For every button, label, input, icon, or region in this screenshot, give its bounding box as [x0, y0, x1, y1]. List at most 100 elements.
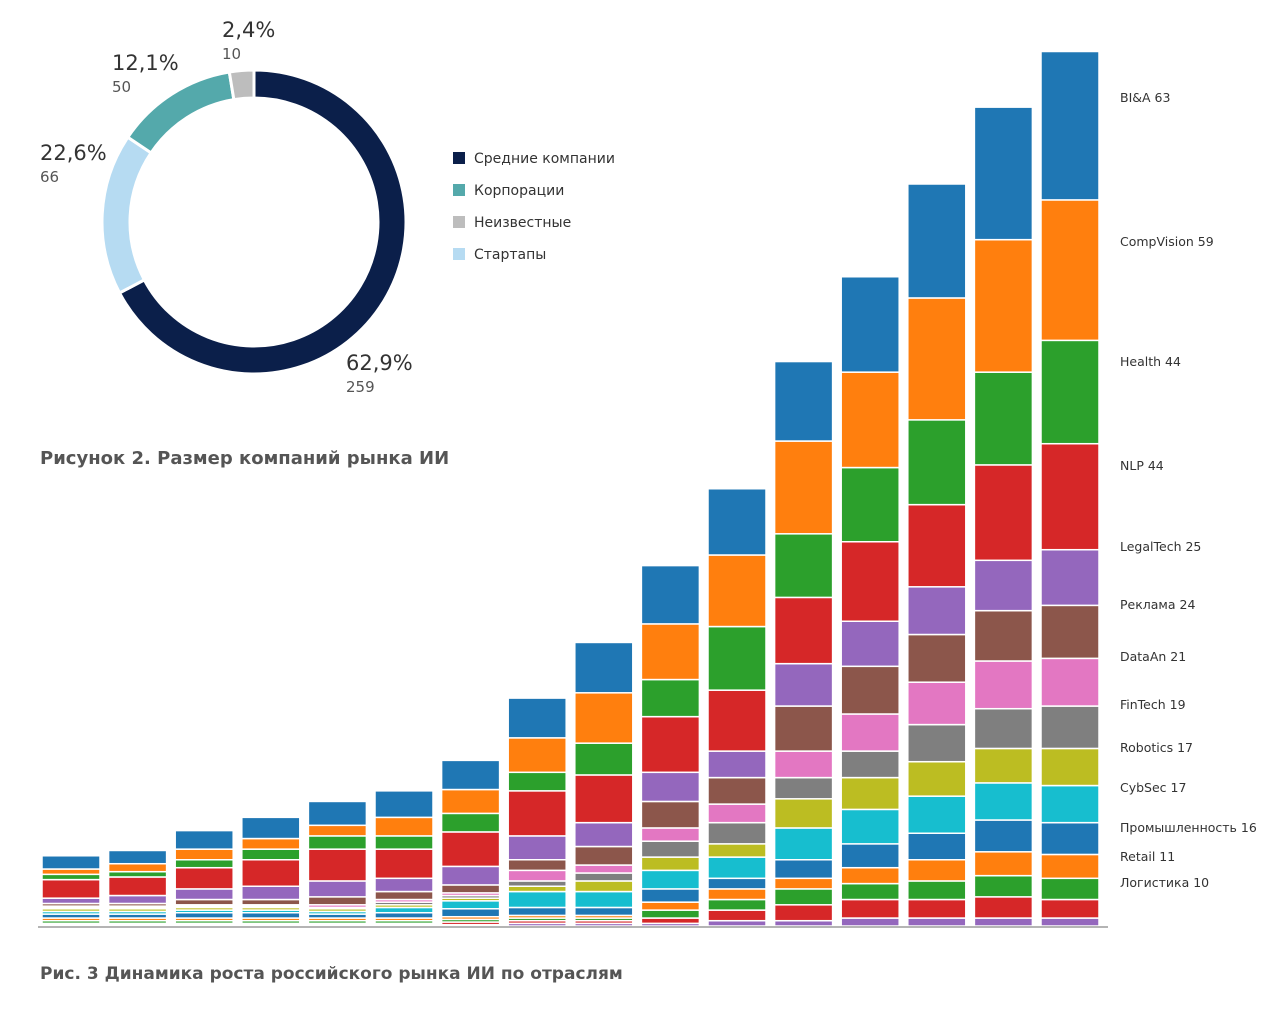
- donut-count-label: 66: [40, 168, 59, 186]
- bar-segment: [973, 874, 1034, 898]
- bar-segment: [707, 898, 767, 911]
- bar-segment: [973, 609, 1034, 662]
- bar-segment: [640, 827, 701, 842]
- series-label: DataAn 21: [1120, 649, 1186, 664]
- bar-segment: [507, 885, 567, 893]
- bar-segment: [973, 917, 1034, 927]
- figure-3-caption: Рис. 3 Динамика роста российского рынка …: [40, 964, 623, 984]
- bar-segment: [907, 723, 967, 763]
- bar-segment: [907, 633, 967, 683]
- bar-segment: [241, 885, 301, 901]
- series-label: Реклама 24: [1120, 597, 1195, 612]
- bar-segment: [707, 909, 767, 922]
- bar-segment: [973, 660, 1034, 710]
- bar-segment: [507, 869, 567, 882]
- bar-segment: [640, 840, 701, 858]
- bar-segment: [707, 888, 767, 901]
- bar-segment: [973, 559, 1034, 612]
- bar-segment: [107, 849, 168, 865]
- bar-segment: [507, 790, 567, 837]
- bar-segment: [374, 906, 434, 914]
- bar-segment: [707, 776, 767, 805]
- bar-segment: [973, 238, 1034, 373]
- bar-segment: [840, 882, 900, 901]
- donut-count-label: 10: [222, 45, 241, 63]
- bar-segment: [907, 183, 967, 299]
- bar-segment: [773, 750, 834, 779]
- bar-segment: [574, 821, 634, 848]
- bar-segment: [241, 837, 301, 850]
- bar-segment: [507, 859, 567, 872]
- bar-segment: [574, 906, 634, 917]
- bar-segment: [773, 596, 834, 665]
- bar-segment: [574, 774, 634, 824]
- legend-swatch: [453, 152, 465, 164]
- bar-segment: [707, 625, 767, 691]
- bar-segment: [574, 641, 634, 694]
- bar-segment: [840, 750, 900, 779]
- bar-segment: [640, 678, 701, 718]
- bar-segment: [41, 868, 101, 876]
- bar-segment: [107, 870, 168, 878]
- bar-segment: [973, 371, 1034, 466]
- bar-segment: [707, 919, 767, 927]
- series-label: Robotics 17: [1120, 740, 1193, 755]
- bar-segment: [973, 747, 1034, 784]
- series-label: LegalTech 25: [1120, 539, 1201, 554]
- bar-segment: [574, 872, 634, 882]
- bar-segment: [707, 877, 767, 890]
- series-label: Промышленность 16: [1120, 820, 1257, 835]
- bar-segment: [1040, 199, 1100, 342]
- bar-segment: [1040, 548, 1100, 607]
- bar-segment: [440, 831, 501, 868]
- bar-segment: [41, 855, 101, 870]
- bar-segment: [374, 790, 434, 819]
- bar-segment: [440, 788, 501, 815]
- bar-segment: [840, 866, 900, 885]
- bar-segment: [973, 106, 1034, 241]
- bar-segment: [907, 419, 967, 506]
- bar-segment: [640, 800, 701, 829]
- bar-segment: [307, 896, 368, 906]
- bar-segment: [241, 816, 301, 840]
- bar-segment: [907, 297, 967, 421]
- bar-segment: [907, 917, 967, 927]
- bar-segment: [307, 800, 368, 827]
- bar-segment: [840, 713, 900, 752]
- bar-segment: [773, 440, 834, 535]
- legend-item-label: Стартапы: [474, 247, 546, 263]
- series-label: FinTech 19: [1120, 697, 1186, 712]
- donut-slice: [100, 135, 154, 295]
- legend-item-label: Корпорации: [474, 183, 564, 199]
- series-label: BI&A 63: [1120, 90, 1170, 105]
- donut-slice: [117, 68, 408, 376]
- bar-segment: [41, 878, 101, 899]
- bar-segment: [707, 488, 767, 556]
- bar-segment: [707, 554, 767, 628]
- bar-segment: [507, 697, 567, 739]
- bar-segment: [640, 917, 701, 925]
- bar-series-labels: Логистика 10 Retail 11 Промышленность 16 Cy…: [1120, 90, 1257, 890]
- bar-segment: [707, 843, 767, 858]
- bar-segment: [640, 856, 701, 872]
- bar-segment: [307, 880, 368, 898]
- bar-segment: [174, 866, 234, 890]
- bar-segment: [1040, 853, 1100, 880]
- bar-segment: [41, 897, 101, 905]
- bar-segment: [907, 760, 967, 797]
- bar-segment: [840, 808, 900, 845]
- bar-segment: [241, 859, 301, 887]
- bar-segment: [840, 466, 900, 543]
- bar-segment: [1040, 657, 1100, 707]
- bar-segment: [640, 901, 701, 911]
- donut-percent-label: 62,9%: [346, 351, 413, 375]
- bar-segment: [507, 880, 567, 888]
- series-label: CybSec 17: [1120, 780, 1186, 795]
- bar-segment: [174, 859, 234, 869]
- bar-segment: [773, 798, 834, 829]
- bar-segment: [574, 864, 634, 874]
- series-label: Retail 11: [1120, 849, 1175, 864]
- bar-segment: [1040, 604, 1100, 660]
- bar-segment: [840, 665, 900, 715]
